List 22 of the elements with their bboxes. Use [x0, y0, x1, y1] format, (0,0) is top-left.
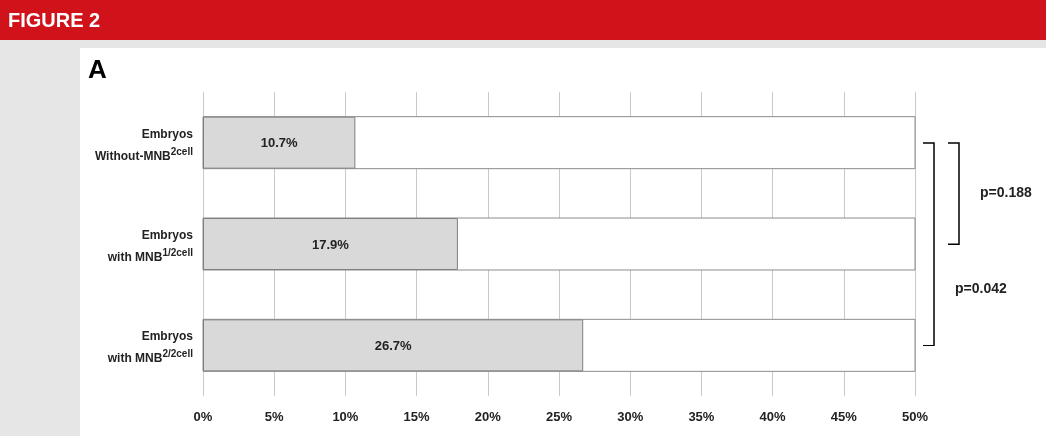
- bar: [203, 116, 356, 169]
- data-label: 10.7%: [260, 135, 299, 151]
- text: A: [88, 54, 107, 84]
- text: p=0.042: [955, 279, 1007, 296]
- x-tick-label: 45%: [830, 409, 858, 424]
- y-tick-label: Embryos Without-MNB$^{2cell}$: [94, 125, 193, 165]
- y-tick-label: Embryos with MNB$^{2/2cell}$: [107, 328, 193, 368]
- chart-title: FIGURE 2: [0, 0, 1046, 40]
- x-tick-label: 40%: [759, 409, 787, 424]
- x-tick-label: 35%: [688, 409, 715, 424]
- x-tick-label: 30%: [617, 409, 644, 424]
- x-tick-label: 15%: [403, 409, 431, 424]
- text: p=0.188: [980, 184, 1032, 201]
- x-tick-label: 5%: [264, 409, 285, 424]
- data-label: 17.9%: [312, 236, 350, 252]
- x-tick-label: 50%: [901, 409, 929, 424]
- data-label: 26.7%: [374, 337, 412, 353]
- x-tick-label: 20%: [474, 409, 502, 424]
- x-tick-label: 10%: [332, 409, 359, 424]
- x-tick-label: 25%: [545, 409, 573, 424]
- y-tick-label: Embryos with MNB$^{1/2cell}$: [107, 227, 193, 266]
- x-tick-label: 0%: [193, 409, 213, 424]
